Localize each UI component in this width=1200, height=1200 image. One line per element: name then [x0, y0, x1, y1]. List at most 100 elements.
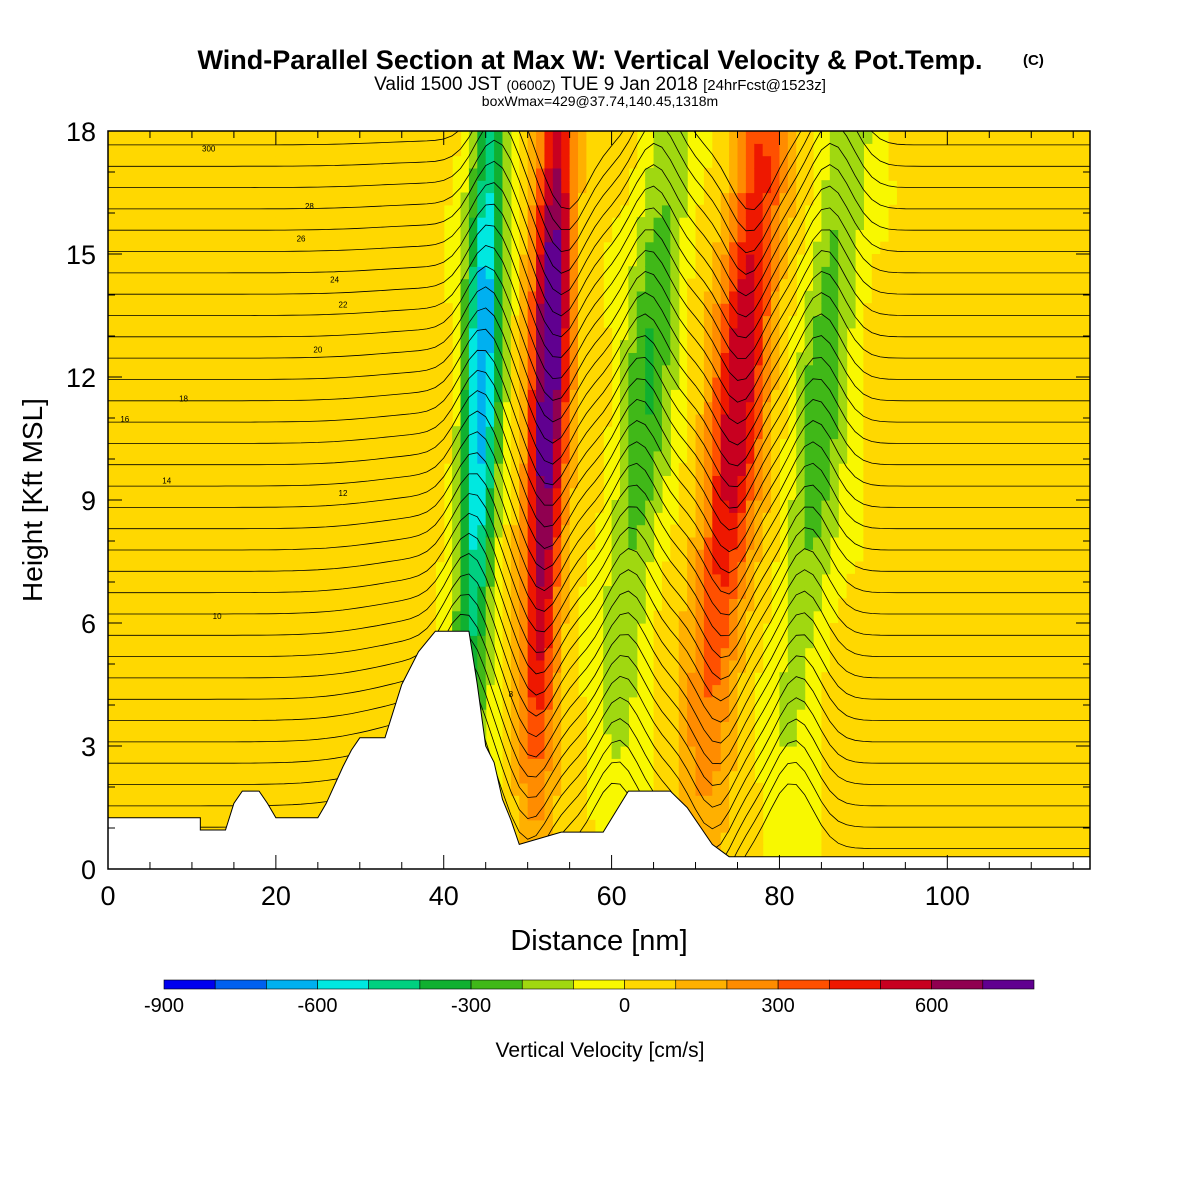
velocity-cell [301, 377, 311, 390]
velocity-cell [519, 500, 529, 513]
velocity-cell [619, 733, 629, 747]
velocity-cell [636, 475, 646, 489]
velocity-cell [829, 364, 839, 378]
velocity-cell [301, 327, 311, 341]
velocity-cell [351, 278, 361, 292]
velocity-cell [376, 303, 386, 317]
velocity-cell [317, 229, 327, 243]
velocity-cell [284, 229, 294, 243]
velocity-cell [200, 733, 210, 747]
velocity-cell [460, 598, 470, 612]
velocity-cell [108, 413, 117, 427]
velocity-cell [754, 327, 764, 341]
velocity-cell [225, 512, 235, 526]
velocity-cell [477, 475, 487, 489]
velocity-cell [661, 746, 671, 759]
velocity-cell [829, 266, 839, 280]
velocity-cell [275, 782, 285, 796]
velocity-cell [779, 290, 789, 304]
velocity-cell [301, 401, 311, 415]
velocity-cell [250, 290, 260, 304]
velocity-cell [829, 155, 839, 169]
velocity-cell [301, 463, 311, 476]
velocity-cell [762, 561, 772, 575]
velocity-cell [309, 782, 319, 796]
velocity-cell [578, 364, 588, 378]
velocity-cell [494, 463, 504, 476]
velocity-cell [661, 155, 671, 169]
velocity-cell [376, 167, 386, 181]
velocity-cell [191, 229, 201, 243]
velocity-cell [149, 647, 159, 661]
velocity-cell [334, 758, 344, 772]
velocity-cell [200, 131, 210, 144]
velocity-cell [787, 266, 797, 280]
velocity-cell [284, 659, 294, 673]
velocity-cell [477, 500, 487, 513]
velocity-cell [217, 709, 227, 722]
velocity-cell [846, 709, 856, 722]
velocity-cell [149, 561, 159, 575]
velocity-cell [275, 413, 285, 427]
velocity-cell [418, 561, 428, 575]
velocity-cell [678, 610, 688, 624]
velocity-cell [368, 463, 378, 476]
velocity-cell [896, 672, 906, 686]
velocity-cell [435, 192, 445, 206]
velocity-cell [393, 426, 403, 440]
velocity-cell [410, 229, 420, 243]
velocity-cell [896, 315, 906, 329]
velocity-cell [124, 167, 134, 181]
velocity-cell [611, 561, 621, 575]
velocity-cell [552, 143, 562, 157]
velocity-cell [175, 438, 185, 452]
velocity-cell [695, 364, 705, 378]
velocity-cell [225, 549, 235, 563]
velocity-cell [636, 524, 646, 538]
velocity-cell [284, 377, 294, 390]
velocity-cell [116, 389, 126, 403]
velocity-cell [661, 586, 671, 599]
velocity-cell [569, 561, 579, 575]
velocity-cell [259, 721, 269, 735]
velocity-cell [787, 278, 797, 292]
velocity-cell [754, 500, 764, 513]
velocity-cell [225, 709, 235, 722]
velocity-cell [292, 684, 302, 698]
velocity-cell [326, 635, 336, 649]
velocity-cell [804, 635, 814, 649]
velocity-cell [200, 475, 210, 489]
velocity-cell [116, 426, 126, 440]
velocity-cell [661, 180, 671, 194]
velocity-cell [645, 229, 655, 243]
velocity-cell [569, 327, 579, 341]
velocity-cell [544, 278, 554, 292]
velocity-cell [116, 290, 126, 304]
velocity-cell [334, 672, 344, 686]
velocity-cell [729, 500, 739, 513]
velocity-cell [301, 536, 311, 550]
velocity-cell [477, 536, 487, 550]
velocity-cell [301, 389, 311, 403]
velocity-cell [233, 758, 243, 772]
velocity-cell [603, 377, 613, 390]
velocity-cell [133, 487, 143, 501]
velocity-cell [720, 401, 730, 415]
velocity-cell [905, 819, 915, 833]
velocity-cell [435, 500, 445, 513]
velocity-cell [317, 672, 327, 686]
velocity-cell [787, 659, 797, 673]
velocity-cell [410, 512, 420, 526]
velocity-cell [737, 413, 747, 427]
velocity-cell [242, 377, 252, 390]
velocity-cell [452, 475, 462, 489]
velocity-cell [410, 192, 420, 206]
velocity-cell [149, 684, 159, 698]
velocity-cell [586, 524, 596, 538]
velocity-cell [108, 672, 117, 686]
velocity-cell [737, 684, 747, 698]
velocity-cell [426, 290, 436, 304]
velocity-cell [619, 413, 629, 427]
velocity-cell [519, 167, 529, 181]
velocity-cell [477, 561, 487, 575]
